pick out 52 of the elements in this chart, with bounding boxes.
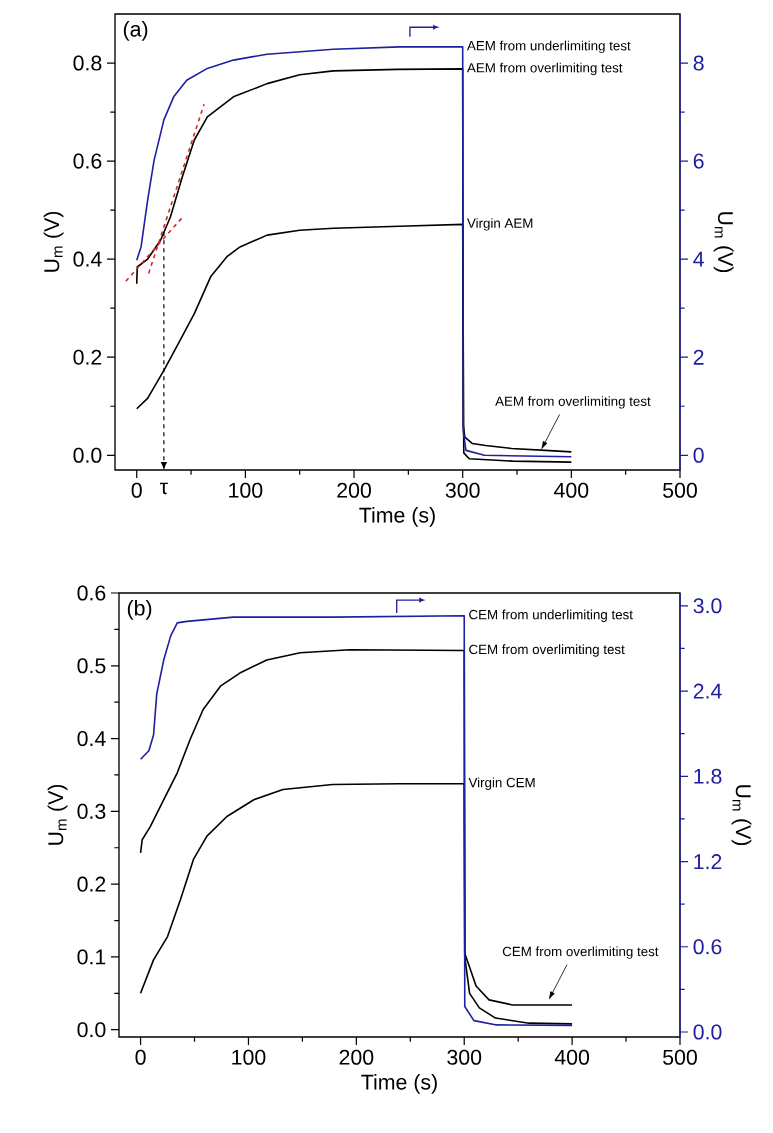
x-tick-label: 100 [232,1049,266,1065]
y2-tick-label: 8 [693,55,704,71]
series-label: CEM from underlimiting test [469,609,633,622]
y-tick-label: 0.2 [77,876,106,892]
series-label: CEM from overlimiting test [469,644,625,657]
y-axis-title: U$_{m}$ (V) [43,211,64,272]
annotation: AEM from overlimiting test [495,396,651,409]
y2-tick-label: 2 [693,349,704,365]
y-tick-label: 0.4 [73,251,102,267]
x-tick-label: 400 [554,1049,590,1065]
y-axis-title: U$_{m}$ (V) [47,784,68,845]
x-tick-label: 0 [131,482,142,498]
y-tick-label: 0.8 [73,55,102,71]
x-tick-label: 500 [663,1049,697,1065]
x-axis-title: Time (s) [359,506,435,527]
y-tick-label: 0.1 [77,949,106,965]
y2-tick-label: 0.6 [693,939,722,955]
ref-line-label: τ [159,482,168,495]
y2-tick-label: 6 [693,153,704,169]
y-tick-label: 0.6 [77,585,106,601]
y-tick-label: 0.5 [77,658,106,674]
y2-tick-label: 3.0 [693,598,722,614]
y2-tick-label: 0.0 [693,1024,722,1040]
series-label: AEM from overlimiting test [466,62,623,76]
y-tick-label: 0.0 [73,447,102,463]
y2-tick-label: 2.4 [693,683,722,699]
y2-axis-title: U$_{m}$ (V) [713,212,734,273]
x-tick-label: 100 [229,482,263,498]
y2-tick-label: 4 [693,251,704,267]
y-tick-label: 0.6 [73,153,102,169]
y-tick-label: 0.0 [77,1022,106,1038]
x-tick-label: 500 [663,482,697,498]
annotation: (b) [127,599,152,620]
x-tick-label: 400 [554,482,589,498]
x-axis-title: Time (s) [361,1073,437,1094]
y-tick-label: 0.2 [73,349,102,365]
y-tick-label: 0.4 [77,731,106,747]
y2-tick-label: 1.2 [694,854,722,869]
y2-tick-label: 1.8 [694,768,722,784]
annotation: CEM from overlimiting test [502,946,659,959]
series-label: Virgin CEM [468,777,535,790]
series-label: AEM from underlimiting test [466,40,631,54]
y2-axis-title: U$_{m}$ (V) [731,785,752,846]
y2-tick-label: 0 [693,447,704,463]
annotation: (a) [123,21,148,41]
y-tick-label: 0.3 [77,803,106,819]
x-tick-label: 200 [339,1049,374,1065]
x-tick-label: 0 [135,1049,146,1065]
x-tick-label: 200 [337,482,371,498]
x-tick-label: 300 [445,482,480,498]
x-tick-label: 300 [447,1049,482,1065]
series-label: Virgin AEM [467,218,533,231]
